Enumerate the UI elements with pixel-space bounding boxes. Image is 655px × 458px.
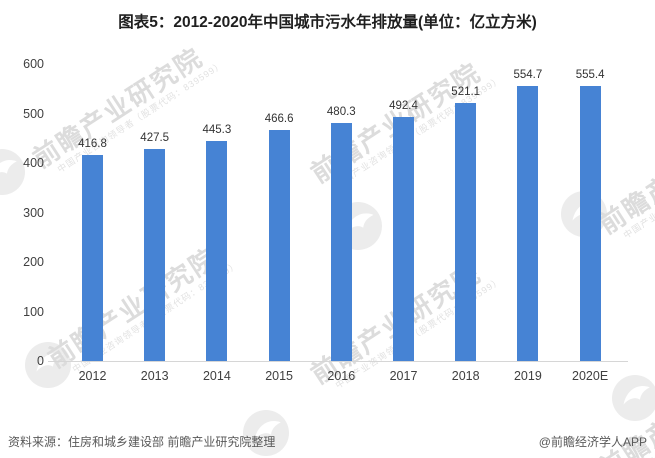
bar-value-label: 521.1 <box>451 86 481 99</box>
bar-value-label: 492.4 <box>389 100 418 113</box>
y-tick-label: 300 <box>23 205 44 220</box>
y-tick-label: 600 <box>23 57 44 71</box>
y-tick-label: 100 <box>23 304 44 319</box>
bar-value-label: 555.4 <box>575 69 605 82</box>
bar-2015 <box>268 130 290 361</box>
chart-title: 图表5：2012-2020年中国城市污水年排放量(单位：亿立方米) <box>118 14 537 31</box>
source-note: 资料来源：住房和城乡建设部 前瞻产业研究院整理 <box>8 435 276 449</box>
bar-2018 <box>455 103 477 361</box>
x-tick-label: 2018 <box>451 369 480 383</box>
x-tick-label: 2015 <box>265 369 293 383</box>
bar-value-label: 427.5 <box>140 132 170 145</box>
x-tick-label: 2020E <box>572 369 609 383</box>
bar-2013 <box>144 149 166 361</box>
x-tick-label: 2012 <box>78 369 107 383</box>
bar-2016 <box>330 123 352 361</box>
x-tick-label: 2019 <box>513 369 542 383</box>
bar-2019 <box>517 86 539 361</box>
y-tick-label: 0 <box>37 354 44 368</box>
bar-value-label: 445.3 <box>202 123 232 136</box>
y-tick-label: 200 <box>23 255 44 269</box>
bar-2014 <box>206 140 228 361</box>
bar-2012 <box>82 154 103 361</box>
y-tick-label: 400 <box>23 156 44 170</box>
bar-2017 <box>393 117 414 361</box>
y-tick-label: 500 <box>23 106 44 121</box>
x-axis-line <box>48 361 628 362</box>
bar-value-label: 480.3 <box>326 106 356 119</box>
x-tick-label: 2013 <box>140 369 169 383</box>
x-tick-label: 2014 <box>202 369 231 383</box>
credit-note: @前瞻经济学人APP <box>538 435 647 449</box>
bar-value-label: 466.6 <box>264 113 294 126</box>
x-tick-label: 2017 <box>389 369 418 383</box>
bar-value-label: 554.7 <box>513 69 543 82</box>
bar-value-label: 416.8 <box>78 137 107 150</box>
bar-2020E <box>579 86 601 361</box>
x-tick-label: 2016 <box>327 369 356 383</box>
